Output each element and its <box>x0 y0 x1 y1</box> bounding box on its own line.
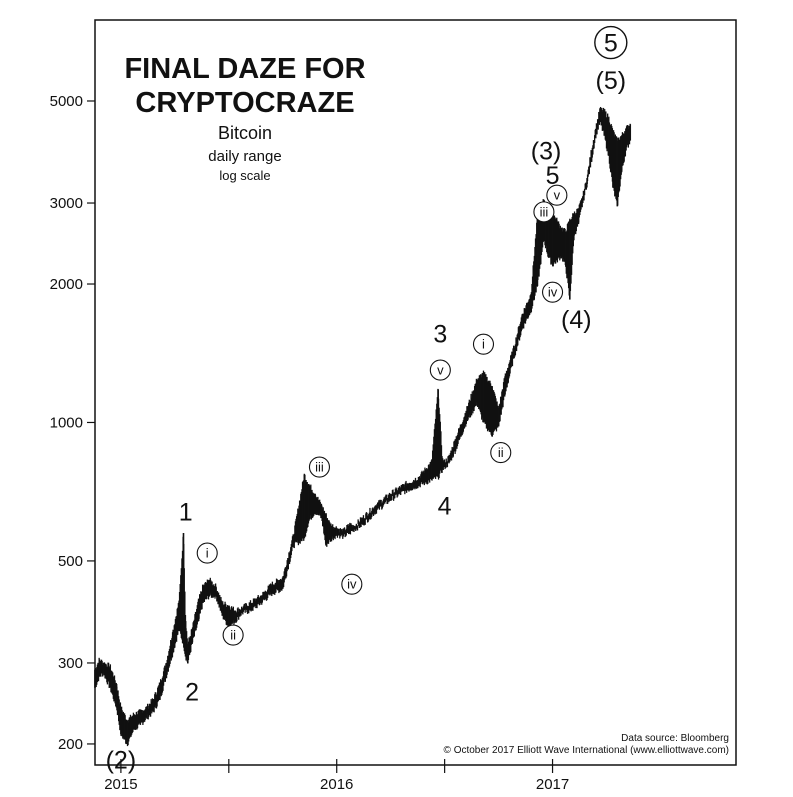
wave-label: i <box>482 337 485 352</box>
x-tick-label: 2015 <box>104 776 137 793</box>
chart-title-line1: FINAL DAZE FOR <box>124 53 365 85</box>
chart-subtitle-scale: log scale <box>219 168 270 183</box>
wave-label: 4 <box>438 492 452 520</box>
wave-label: iii <box>540 204 549 219</box>
wave-label-circle <box>472 333 495 355</box>
wave-label: ii <box>230 628 236 643</box>
wave-label-circle <box>541 281 564 303</box>
x-axis: 2015 2016 2017 <box>104 759 569 793</box>
y-tick-label: 300 <box>58 655 83 672</box>
chart-subtitle: Bitcoin <box>218 123 272 143</box>
wave-label: iii <box>315 460 324 475</box>
wave-label: i <box>206 546 209 561</box>
wave-label: 1 <box>179 499 193 527</box>
wave-label: 2 <box>185 679 199 707</box>
wave-label: ii <box>498 445 504 460</box>
wave-label: 5 <box>604 30 618 58</box>
plot-frame <box>94 19 737 766</box>
wave-label: v <box>437 363 444 378</box>
data-source-note: Data source: Bloomberg <box>621 733 729 744</box>
wave-label: v <box>554 188 561 203</box>
x-tick-label: 2017 <box>536 776 569 793</box>
wave-label-circle <box>341 573 363 595</box>
chart-subtitle-range: daily range <box>208 148 281 165</box>
wave-label-circle <box>594 25 628 60</box>
wave-label-circle <box>308 456 331 478</box>
wave-label-circle <box>222 624 244 646</box>
wave-label-circle <box>429 359 451 381</box>
wave-label: iv <box>347 577 357 592</box>
y-tick-label: 5000 <box>50 93 83 110</box>
copyright-note: © October 2017 Elliott Wave Internationa… <box>444 745 729 756</box>
chart-title-line2: CRYPTOCRAZE <box>135 87 354 119</box>
wave-label: 5 <box>546 162 560 190</box>
wave-label: (3) <box>531 138 562 166</box>
y-tick-label: 1000 <box>50 414 83 431</box>
wave-label: 3 <box>433 321 447 349</box>
wave-label: (4) <box>561 306 592 334</box>
wave-label-circle <box>546 184 568 206</box>
y-tick-label: 500 <box>58 553 83 570</box>
x-tick-label: 2016 <box>320 776 353 793</box>
y-tick-label: 200 <box>58 736 83 753</box>
y-axis: 200 300 500 1000 2000 3000 5000 <box>50 93 95 753</box>
wave-label-circle <box>490 442 512 464</box>
y-tick-label: 3000 <box>50 195 83 212</box>
wave-label: (5) <box>596 67 627 95</box>
y-tick-label: 2000 <box>50 276 83 293</box>
price-bars <box>94 106 632 747</box>
wave-label-circle <box>196 542 218 564</box>
wave-label: (2) <box>106 747 137 775</box>
wave-label: iv <box>548 285 558 300</box>
wave-label-circle <box>533 201 555 223</box>
